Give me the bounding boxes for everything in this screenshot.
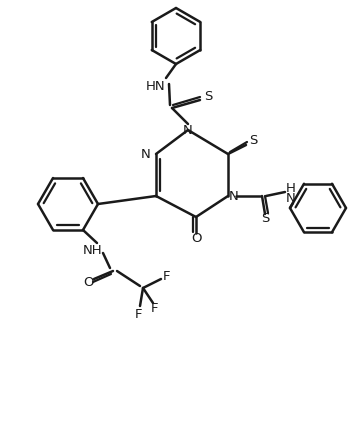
Text: F: F <box>134 308 142 320</box>
Text: S: S <box>204 89 212 103</box>
Text: N: N <box>140 147 150 161</box>
Text: H: H <box>286 181 296 195</box>
Text: F: F <box>162 270 170 282</box>
Text: NH: NH <box>83 245 103 257</box>
Text: O: O <box>191 231 201 245</box>
Text: N: N <box>183 124 193 136</box>
Text: N: N <box>286 193 296 205</box>
Text: F: F <box>151 302 159 314</box>
Text: O: O <box>84 276 94 290</box>
Text: N: N <box>229 190 239 202</box>
Text: S: S <box>261 213 269 225</box>
Text: HN: HN <box>146 80 166 92</box>
Text: S: S <box>249 135 257 147</box>
